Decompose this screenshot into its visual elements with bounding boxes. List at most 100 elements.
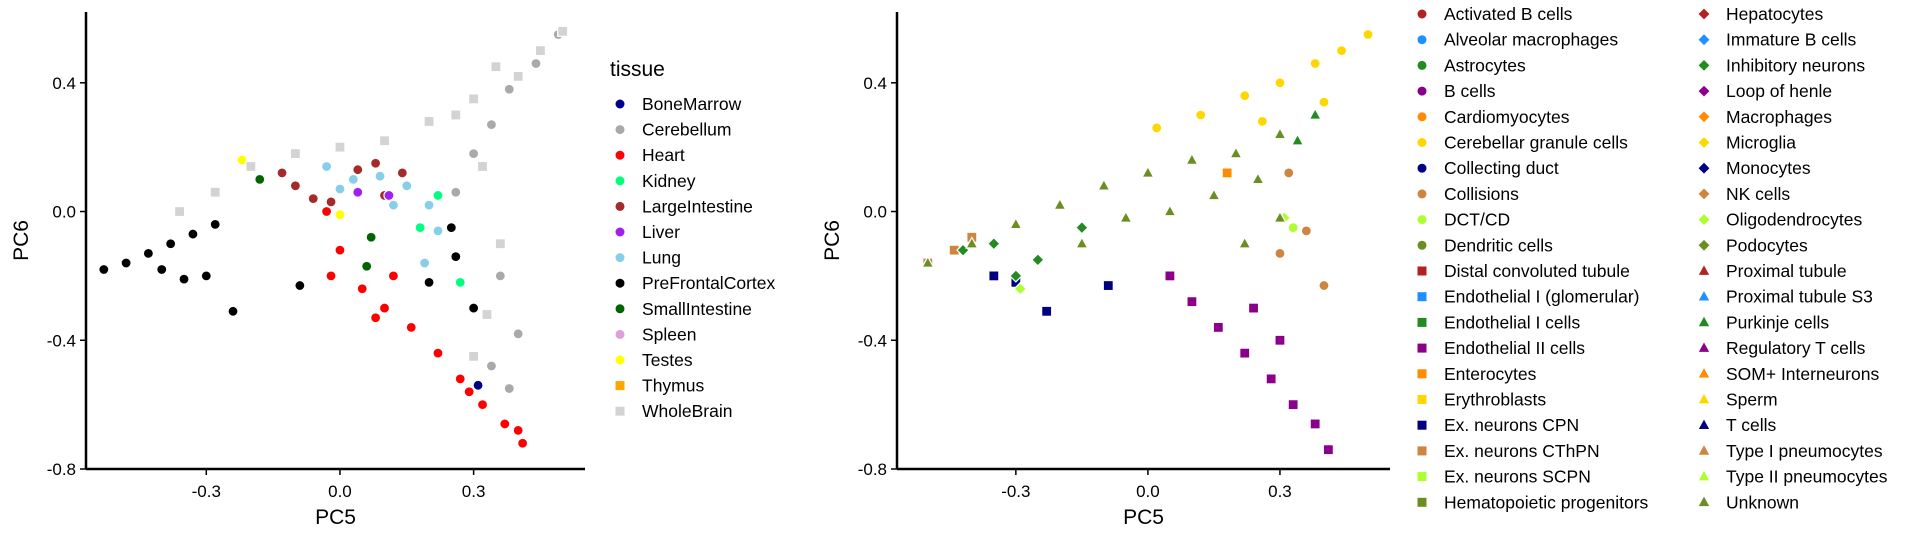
data-point	[173, 205, 186, 218]
legend-item: SmallIntestine	[615, 299, 752, 319]
data-point	[307, 193, 319, 205]
data-point	[325, 196, 337, 208]
legend-label: NK cells	[1726, 184, 1790, 204]
data-point	[387, 270, 400, 282]
legend-key	[1417, 35, 1427, 45]
legend-key	[1698, 137, 1710, 148]
legend-key	[1698, 239, 1710, 251]
y-axis-title: PC6	[10, 220, 33, 261]
legend-item: BoneMarrow	[615, 94, 742, 114]
legend-key	[1417, 472, 1427, 482]
data-point	[236, 154, 248, 166]
data-point	[414, 222, 426, 234]
data-point	[209, 186, 221, 198]
legend-item: Erythroblasts	[1417, 390, 1546, 410]
legend-key	[1698, 214, 1710, 225]
data-point	[289, 148, 302, 160]
legend-label: Sperm	[1726, 390, 1778, 410]
legend-item: PreFrontalCortex	[615, 273, 775, 293]
data-point	[254, 173, 266, 185]
data-point	[365, 231, 377, 243]
data-point	[485, 360, 498, 372]
data-point	[142, 247, 154, 259]
legend-title: tissue	[610, 58, 665, 81]
data-point	[120, 257, 132, 269]
legend-key	[1698, 316, 1710, 327]
legend-item: Liver	[615, 222, 680, 242]
legend-item: Endothelial I (glomerular)	[1417, 287, 1640, 307]
data-point	[378, 135, 391, 147]
data-point	[401, 180, 413, 192]
data-point	[517, 437, 529, 449]
legend-key	[1698, 8, 1710, 20]
data-point	[921, 255, 935, 268]
legend-item: Kidney	[615, 171, 696, 191]
legend-item: Oligodendrocytes	[1698, 210, 1862, 230]
data-point	[1009, 216, 1023, 230]
data-point	[494, 238, 506, 250]
legend-key	[1417, 163, 1427, 173]
data-point	[1163, 204, 1177, 217]
legend-key	[1698, 162, 1710, 174]
legend-item: Astrocytes	[1417, 55, 1526, 75]
legend-key	[1698, 496, 1710, 507]
data-point	[476, 399, 489, 411]
legend-key	[1698, 470, 1710, 481]
legend-item: Inhibitory neurons	[1698, 55, 1865, 75]
data-point	[1207, 187, 1221, 201]
data-point	[503, 382, 515, 395]
data-point	[503, 83, 515, 95]
legend-item: Hepatocytes	[1698, 4, 1824, 24]
legend-item: Heart	[615, 145, 685, 165]
legend-item: Lung	[615, 248, 681, 268]
data-point	[352, 164, 364, 176]
data-point	[1322, 444, 1334, 456]
data-point	[450, 109, 462, 121]
data-point	[1335, 45, 1348, 57]
data-point	[1102, 279, 1114, 292]
legend-label: Ex. neurons CPN	[1444, 415, 1579, 435]
data-point	[1119, 210, 1133, 223]
data-point	[512, 70, 524, 82]
legend-label: BoneMarrow	[642, 94, 742, 114]
y-tick-label: -0.8	[47, 460, 76, 479]
legend-item: Cardiomyocytes	[1417, 107, 1570, 127]
legend-item: Purkinje cells	[1698, 312, 1829, 332]
legend-key	[1698, 419, 1710, 430]
data-point	[98, 263, 110, 276]
legend-label: Type I pneumocytes	[1726, 441, 1883, 461]
legend-item: Spleen	[615, 324, 697, 344]
data-point	[432, 189, 444, 202]
x-tick-label: 0.0	[328, 482, 352, 501]
data-point	[445, 222, 457, 234]
data-point	[1053, 197, 1067, 210]
legend-key	[1698, 445, 1710, 455]
data-point	[156, 263, 168, 276]
data-point	[378, 302, 391, 314]
data-point	[227, 305, 239, 317]
legend-item: Type II pneumocytes	[1698, 467, 1888, 487]
data-point	[1151, 122, 1163, 134]
data-point	[1008, 269, 1023, 283]
legend-item: Ex. neurons CPN	[1417, 415, 1579, 435]
legend-key	[1417, 240, 1427, 250]
legend-item: Collisions	[1417, 184, 1519, 204]
data-point	[1274, 334, 1286, 346]
legend-label: PreFrontalCortex	[642, 273, 775, 293]
legend-key	[1417, 446, 1427, 456]
data-point	[965, 236, 979, 249]
legend-item: Collecting duct	[1417, 158, 1559, 178]
legend-key	[1417, 86, 1427, 96]
data-point	[209, 218, 221, 231]
legend-key	[1698, 111, 1710, 123]
legend-key	[1417, 60, 1427, 70]
legend-item: Testes	[615, 350, 693, 370]
data-point	[1229, 146, 1243, 159]
legend-label: Endothelial II cells	[1444, 338, 1585, 358]
legend-label: Thymus	[642, 376, 704, 396]
legend-label: Type II pneumocytes	[1726, 467, 1888, 487]
y-tick-label: 0.0	[52, 203, 76, 222]
data-point	[334, 244, 346, 256]
data-point	[187, 228, 199, 240]
legend-key	[615, 176, 625, 186]
